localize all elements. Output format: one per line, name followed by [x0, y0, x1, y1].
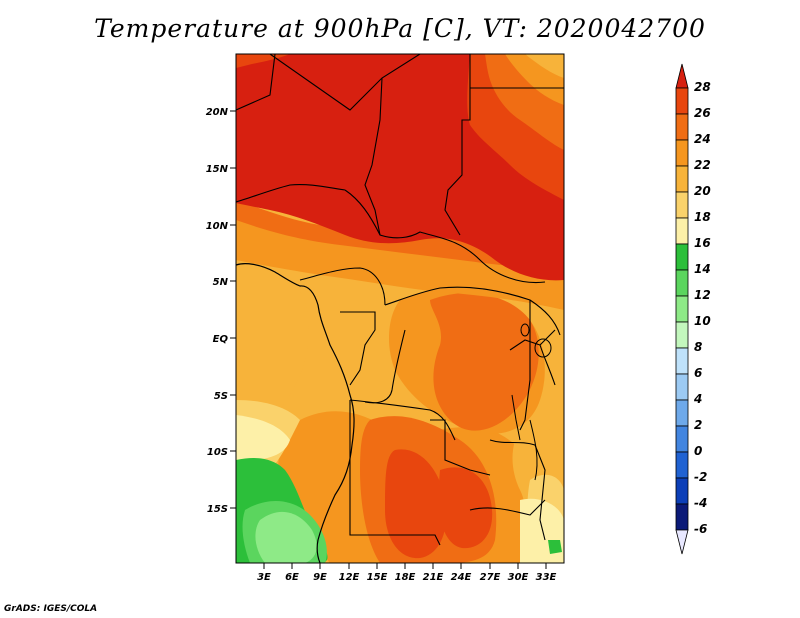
colorbar	[675, 63, 689, 555]
colorbar-segment	[675, 165, 689, 193]
lat-label: 20N	[206, 107, 229, 118]
colorbar-label: 22	[694, 158, 711, 172]
colorbar-segment	[675, 321, 689, 349]
colorbar-segment	[675, 269, 689, 297]
colorbar-labels: 28 26 24 22 20 18 16 14 12 10 8 6 4 2 0 …	[693, 80, 711, 536]
lon-label: 27E	[480, 572, 501, 583]
colorbar-segment	[675, 347, 689, 375]
lon-label: 6E	[285, 572, 299, 583]
lat-label: 5S	[214, 391, 228, 402]
lat-label: 15N	[206, 164, 229, 175]
colorbar-segment	[675, 243, 689, 271]
lon-label: 18E	[395, 572, 416, 583]
colorbar-segment	[675, 295, 689, 323]
lon-label: 30E	[508, 572, 529, 583]
lat-label: 10N	[206, 221, 229, 232]
colorbar-label: -4	[694, 496, 707, 510]
colorbar-label: 4	[693, 392, 702, 406]
colorbar-label: 24	[694, 132, 711, 146]
colorbar-segment	[675, 113, 689, 141]
colorbar-label: 28	[694, 80, 711, 94]
colorbar-label: 6	[694, 366, 702, 380]
map-title: Temperature at 900hPa [C], VT: 202004270…	[94, 14, 706, 43]
colorbar-label: 10	[694, 314, 711, 328]
colorbar-label: 0	[694, 444, 702, 458]
lon-label: 21E	[423, 572, 444, 583]
colorbar-segment	[675, 399, 689, 427]
colorbar-label: 2	[694, 418, 702, 432]
colorbar-arrow-bottom	[675, 529, 689, 555]
colorbar-label: 12	[694, 288, 711, 302]
colorbar-segment	[675, 451, 689, 479]
lon-label: 24E	[451, 572, 472, 583]
lat-labels: 20N 15N 10N 5N EQ 5S 10S 15S	[206, 107, 229, 515]
lon-label: 3E	[257, 572, 271, 583]
lon-labels: 3E 6E 9E 12E 15E 18E 21E 24E 27E 30E 33E	[257, 572, 556, 583]
lat-label: EQ	[213, 334, 229, 345]
colorbar-segment	[675, 191, 689, 219]
lon-ticks	[263, 563, 547, 569]
colorbar-label: 8	[694, 340, 702, 354]
lon-label: 33E	[536, 572, 557, 583]
colorbar-segment	[675, 503, 689, 531]
temperature-field	[236, 54, 564, 563]
lon-label: 12E	[339, 572, 360, 583]
map-frame	[235, 53, 565, 564]
colorbar-segment	[675, 425, 689, 453]
colorbar-segment	[675, 373, 689, 401]
colorbar-label: 26	[694, 106, 711, 120]
lon-label: 9E	[313, 572, 327, 583]
colorbar-label: -6	[694, 522, 707, 536]
colorbar-segment	[675, 477, 689, 505]
colorbar-arrow-top	[675, 63, 689, 89]
country-borders	[236, 54, 564, 546]
lat-label: 5N	[213, 277, 229, 288]
colorbar-segment	[675, 217, 689, 245]
lat-ticks	[230, 110, 236, 509]
lat-label: 10S	[207, 447, 228, 458]
colorbar-label: 14	[694, 262, 711, 276]
lakes	[511, 323, 552, 481]
coastline	[235, 263, 355, 564]
lat-label: 15S	[207, 504, 228, 515]
grads-credit: GrADS: IGES/COLA	[4, 604, 98, 614]
colorbar-label: 20	[694, 184, 711, 198]
lon-label: 15E	[367, 572, 388, 583]
colorbar-segment	[675, 87, 689, 115]
colorbar-label: -2	[694, 470, 707, 484]
colorbar-segment	[675, 139, 689, 167]
colorbar-label: 18	[694, 210, 711, 224]
colorbar-label: 16	[694, 236, 711, 250]
